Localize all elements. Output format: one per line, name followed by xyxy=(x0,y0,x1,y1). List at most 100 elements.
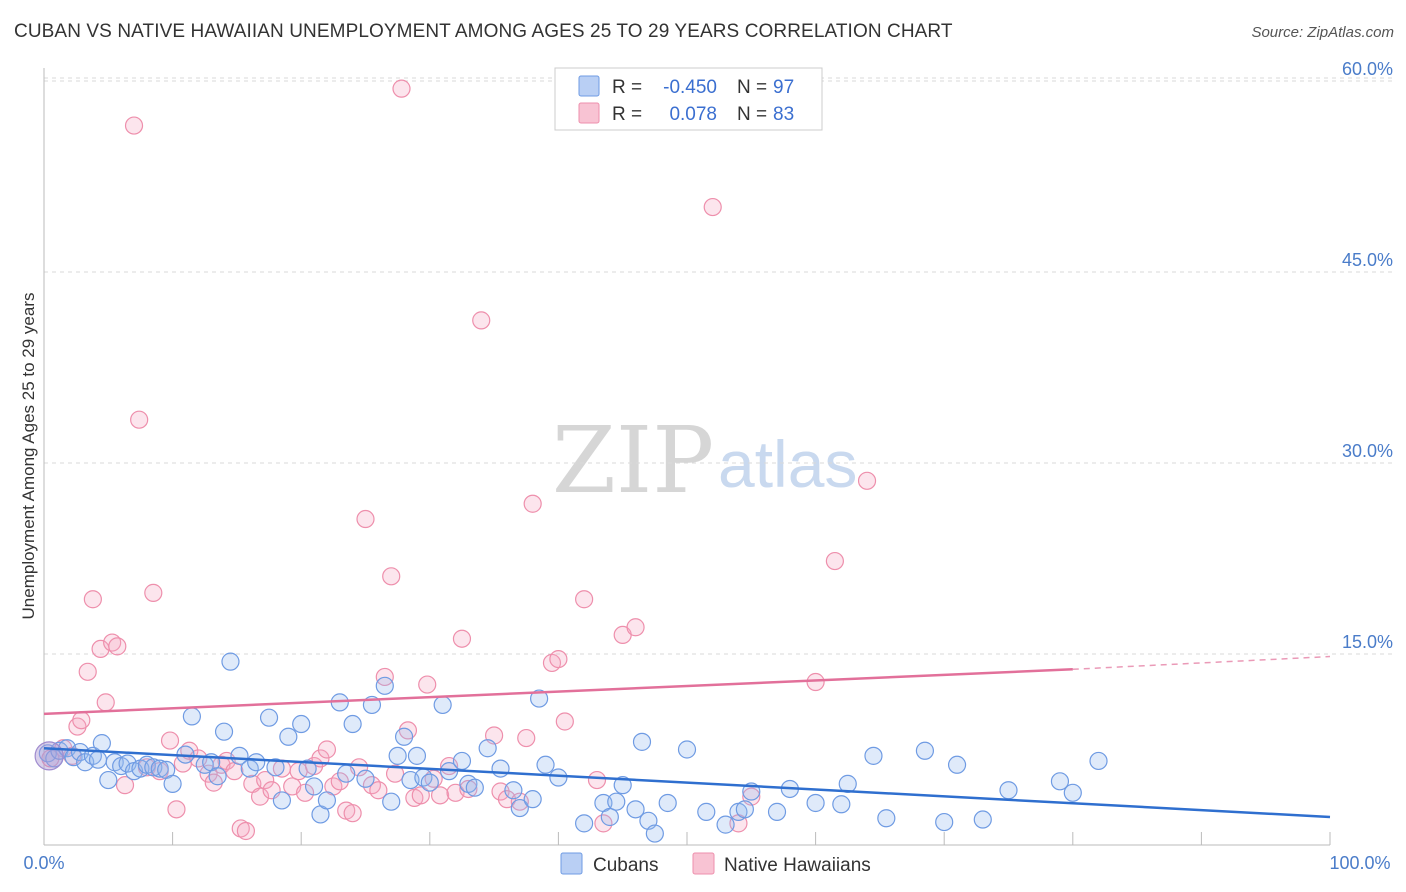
cuban-point xyxy=(491,759,510,778)
y-tick-label: 15.0% xyxy=(1342,632,1393,652)
bottom-legend-swatch-cubans xyxy=(560,852,583,875)
bottom-legend: Cubans Native Hawaiians xyxy=(560,852,871,876)
cuban-point xyxy=(632,732,652,751)
hawaiian-point xyxy=(549,649,568,669)
cuban-point xyxy=(575,814,594,833)
hawaiian-point xyxy=(295,783,315,802)
legend-n-value-cubans: 97 xyxy=(773,77,794,98)
cuban-point xyxy=(343,714,362,734)
hawaiian-point xyxy=(452,629,472,648)
legend: R = -0.450 N = 97 R = 0.078 N = 83 xyxy=(554,67,823,131)
bottom-legend-hawaiians: Native Hawaiians xyxy=(724,855,871,876)
cuban-point xyxy=(356,769,375,788)
bottom-legend-swatch-hawaiians xyxy=(692,852,715,875)
cuban-point xyxy=(208,767,227,786)
cuban-point xyxy=(626,800,645,819)
cuban-point xyxy=(382,792,401,811)
hawaiian-point xyxy=(96,693,115,712)
legend-n-label-hawaiians: N = xyxy=(737,104,767,125)
cuban-point xyxy=(697,802,716,821)
cuban-point xyxy=(214,722,234,741)
legend-n-label-cubans: N = xyxy=(737,77,767,98)
cuban-trend-line xyxy=(43,746,1331,819)
legend-swatch-hawaiians xyxy=(578,102,600,124)
hawaiian-point xyxy=(385,764,405,783)
cuban-point xyxy=(716,815,735,834)
hawaiian-point xyxy=(250,787,270,806)
axes xyxy=(43,68,1330,846)
hawaiian-point xyxy=(108,637,127,656)
legend-swatch-cubans xyxy=(578,75,600,97)
cuban-point xyxy=(864,746,883,765)
cuban-point xyxy=(510,798,529,818)
cuban-point xyxy=(1089,751,1108,771)
cuban-point xyxy=(947,755,967,774)
cuban-points xyxy=(34,652,1108,843)
hawaiian-point xyxy=(167,800,186,819)
cuban-point xyxy=(645,824,664,843)
hawaiian-point xyxy=(523,494,542,513)
hawaiian-point xyxy=(472,311,491,330)
cuban-point xyxy=(433,695,452,715)
hawaiian-point xyxy=(806,672,825,692)
hawaiian-trend-extension xyxy=(1072,655,1331,671)
cuban-point xyxy=(298,759,317,778)
cuban-point xyxy=(452,751,472,771)
cuban-point xyxy=(150,759,169,778)
hawaiian-point xyxy=(555,712,574,731)
cuban-point xyxy=(88,750,108,769)
cuban-point xyxy=(304,777,324,796)
cuban-point xyxy=(832,795,851,814)
cuban-point xyxy=(613,776,632,795)
cuban-point xyxy=(677,740,697,759)
cuban-point xyxy=(375,676,394,695)
cuban-point xyxy=(530,689,549,708)
hawaiian-point xyxy=(256,770,275,790)
cuban-point xyxy=(92,734,111,753)
cuban-point xyxy=(973,810,992,829)
y-tick-label: 45.0% xyxy=(1342,250,1393,270)
hawaiian-point xyxy=(382,567,401,586)
hawaiian-point xyxy=(703,197,722,217)
cuban-point xyxy=(266,758,285,777)
watermark-zip: ZIP xyxy=(552,407,714,514)
hawaiian-point xyxy=(491,782,510,801)
cuban-point xyxy=(247,753,266,772)
cuban-point xyxy=(182,707,201,726)
hawaiian-point xyxy=(459,779,478,799)
bottom-legend-cubans: Cubans xyxy=(593,855,659,876)
cuban-point xyxy=(99,770,118,790)
legend-r-value-cubans: -0.450 xyxy=(663,77,717,98)
cuban-point xyxy=(1063,783,1082,802)
hawaiian-point xyxy=(144,583,163,602)
x-tick-label-min: 0.0% xyxy=(23,853,64,873)
hawaiian-point xyxy=(115,776,135,795)
legend-n-value-hawaiians: 83 xyxy=(773,104,794,125)
watermark-atlas: atlas xyxy=(718,427,857,501)
hawaiian-point xyxy=(160,731,180,750)
cuban-point xyxy=(1050,772,1070,791)
cuban-point xyxy=(388,746,407,765)
hawaiian-point xyxy=(626,618,645,637)
cuban-point xyxy=(292,714,311,734)
hawaiian-point xyxy=(825,551,844,571)
hawaiian-point xyxy=(130,410,149,429)
cuban-point xyxy=(735,800,754,819)
hawaiian-point xyxy=(517,728,536,748)
legend-r-label-hawaiians: R = xyxy=(612,104,642,125)
hawaiian-point xyxy=(78,662,97,681)
cuban-point xyxy=(337,764,356,783)
cuban-point xyxy=(935,812,954,832)
hawaiian-point xyxy=(330,772,349,791)
hawaiian-point xyxy=(587,770,607,790)
cuban-point xyxy=(504,781,523,800)
cuban-point xyxy=(806,793,825,813)
cuban-point xyxy=(407,746,427,765)
cuban-point xyxy=(549,768,568,787)
cuban-point xyxy=(465,778,484,797)
cuban-point xyxy=(767,802,787,821)
cuban-point xyxy=(478,739,497,758)
hawaiian-point xyxy=(857,471,877,490)
cuban-point xyxy=(259,708,279,727)
